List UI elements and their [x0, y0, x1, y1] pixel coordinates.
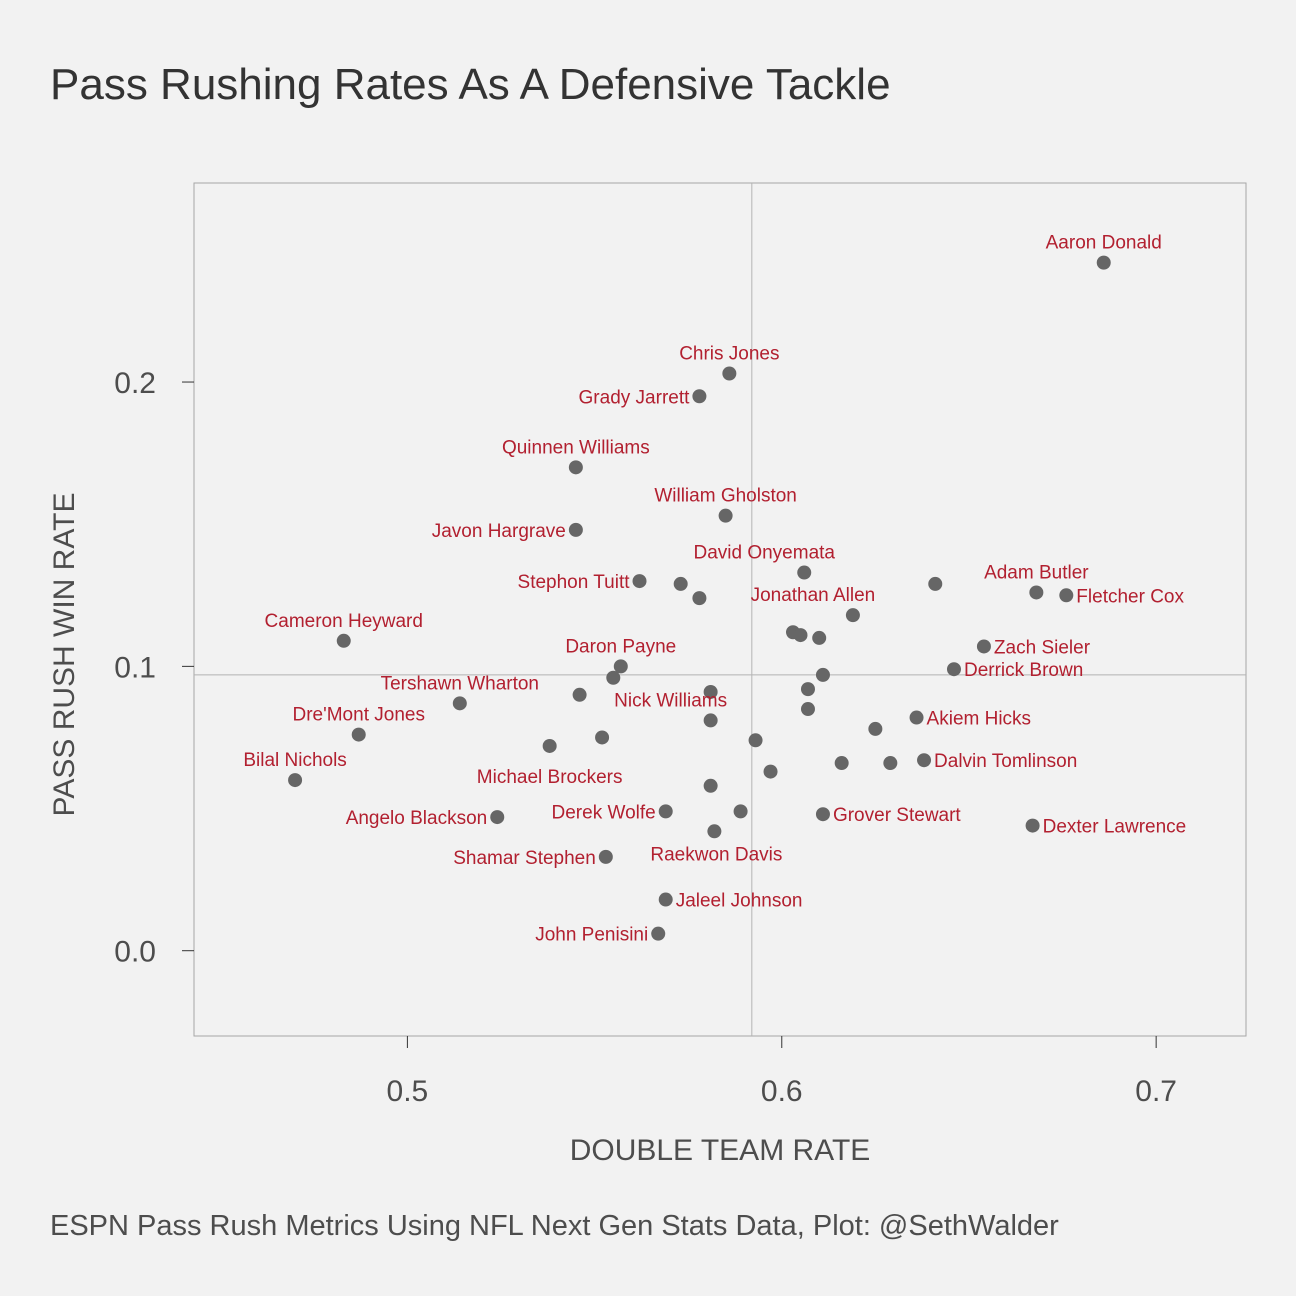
x-axis-title: DOUBLE TEAM RATE	[570, 1134, 871, 1167]
point-label: Grady Jarrett	[579, 387, 691, 408]
y-tick-label: 0.1	[114, 651, 156, 684]
data-point	[452, 696, 467, 711]
data-point	[572, 687, 587, 702]
point-label: John Penisini	[535, 925, 648, 946]
plot-panel	[193, 182, 1247, 1037]
point-label: Daron Payne	[565, 636, 676, 657]
data-point	[598, 849, 613, 864]
data-point	[815, 807, 830, 822]
point-label: Dalvin Tomlinson	[934, 751, 1077, 772]
data-point	[722, 366, 737, 381]
point-label: Bilal Nichols	[243, 750, 346, 771]
data-point	[613, 659, 628, 674]
point-label: David Onyemata	[693, 543, 835, 564]
data-point	[658, 804, 673, 819]
point-label: Chris Jones	[679, 344, 779, 365]
data-point	[651, 926, 666, 941]
point-label: Derek Wolfe	[552, 802, 656, 823]
x-tick-label: 0.6	[761, 1075, 803, 1108]
data-point	[917, 753, 932, 768]
data-point	[703, 684, 718, 699]
point-label: Adam Butler	[984, 562, 1089, 583]
data-point	[748, 733, 763, 748]
data-point	[812, 630, 827, 645]
data-point	[703, 778, 718, 793]
point-label: Zach Sieler	[994, 637, 1091, 658]
data-point	[800, 702, 815, 717]
data-point	[568, 522, 583, 537]
data-point	[800, 682, 815, 697]
data-point	[703, 713, 718, 728]
data-point	[1029, 585, 1044, 600]
point-label: Michael Brockers	[477, 767, 623, 788]
data-point	[568, 460, 583, 475]
point-label: Jaleel Johnson	[676, 891, 803, 912]
point-label: William Gholston	[654, 486, 797, 507]
point-label: Jonathan Allen	[751, 585, 876, 606]
data-point	[288, 773, 303, 788]
data-point	[815, 667, 830, 682]
data-point	[763, 764, 778, 779]
point-label: Tershawn Wharton	[381, 673, 539, 694]
point-label: Aaron Donald	[1046, 233, 1162, 254]
data-point	[673, 576, 688, 591]
point-label: Angelo Blackson	[346, 808, 488, 829]
data-point	[632, 574, 647, 589]
data-point	[542, 738, 557, 753]
data-point	[692, 389, 707, 404]
point-label: Grover Stewart	[833, 805, 961, 826]
data-point	[976, 639, 991, 654]
data-point	[351, 727, 366, 742]
point-label: Cameron Heyward	[265, 611, 423, 632]
data-point	[490, 810, 505, 825]
data-point	[1059, 588, 1074, 603]
point-label: Quinnen Williams	[502, 437, 650, 458]
point-label: Fletcher Cox	[1076, 586, 1184, 607]
point-label: Dre'Mont Jones	[292, 705, 424, 726]
y-axis-title: PASS RUSH WIN RATE	[48, 493, 81, 817]
data-point	[909, 710, 924, 725]
x-tick-label: 0.7	[1135, 1075, 1177, 1108]
point-label: Akiem Hicks	[927, 709, 1032, 730]
data-point	[834, 756, 849, 771]
axis-ticks: 0.5 0.6 0.7 0.0 0.1 0.2	[114, 367, 1177, 1108]
point-label: Nick Williams	[614, 690, 727, 711]
data-point	[692, 591, 707, 606]
y-tick-label: 0.2	[114, 367, 156, 400]
data-point	[595, 730, 610, 745]
y-tick-label: 0.0	[114, 936, 156, 969]
point-label: Raekwon Davis	[650, 844, 782, 865]
point-label: Javon Hargrave	[432, 521, 566, 542]
data-point	[658, 892, 673, 907]
data-point	[946, 662, 961, 677]
data-points	[288, 255, 1111, 941]
point-labels: Aaron Donald Chris Jones Grady Jarrett Quin…	[243, 233, 1186, 946]
point-label: Stephon Tuitt	[518, 572, 631, 593]
data-point	[883, 756, 898, 771]
data-point	[606, 670, 621, 685]
data-point	[797, 565, 812, 580]
data-point	[718, 508, 733, 523]
data-point	[793, 628, 808, 643]
caption: ESPN Pass Rush Metrics Using NFL Next Ge…	[50, 1210, 1059, 1242]
data-point	[707, 824, 722, 839]
point-label: Dexter Lawrence	[1043, 817, 1187, 838]
data-point	[928, 576, 943, 591]
chart-title: Pass Rushing Rates As A Defensive Tackle	[50, 60, 891, 109]
data-point	[845, 608, 860, 623]
data-point	[336, 633, 351, 648]
point-label: Shamar Stephen	[453, 848, 596, 869]
x-tick-label: 0.5	[387, 1075, 429, 1108]
data-point	[1096, 255, 1111, 270]
data-point	[733, 804, 748, 819]
point-label: Derrick Brown	[964, 660, 1083, 681]
data-point	[1025, 818, 1040, 833]
data-point	[868, 721, 883, 736]
